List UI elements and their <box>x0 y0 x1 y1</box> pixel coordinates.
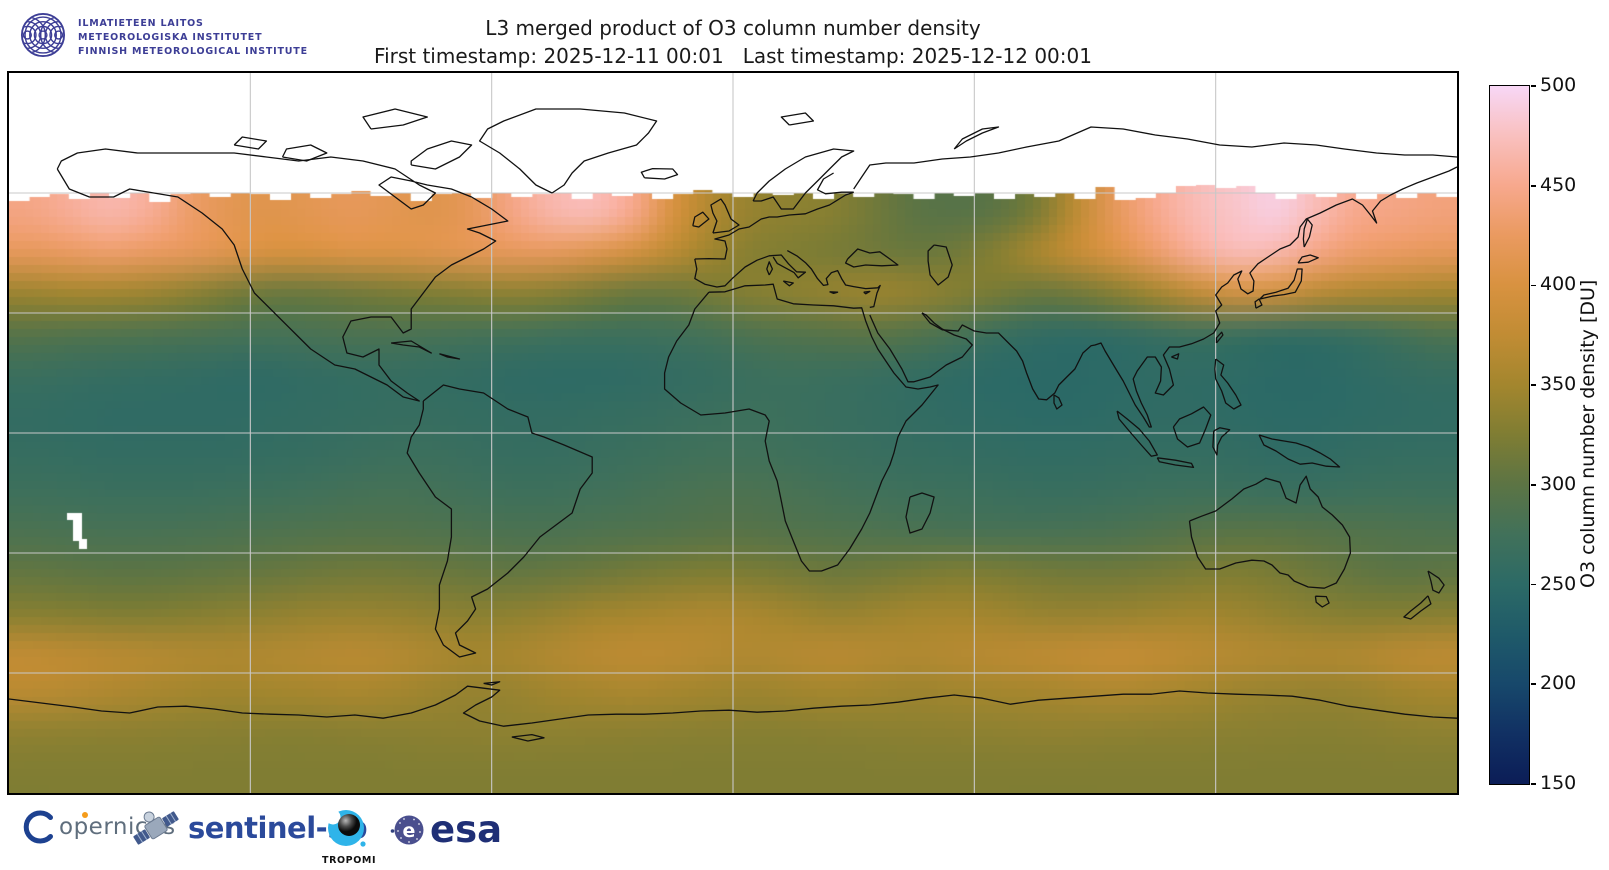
fmi-name-sv: METEOROLOGISKA INSTITUTET <box>78 31 263 43</box>
colorbar-tick <box>1531 184 1536 187</box>
copernicus-dot-icon <box>82 812 88 818</box>
colorbar-tick-label: 500 <box>1540 73 1577 96</box>
tropomi-label: TROPOMI <box>322 855 377 866</box>
colorbar-tick <box>1531 683 1536 686</box>
coastline <box>9 685 1457 727</box>
coastline <box>752 148 855 210</box>
tropomi-logo: TROPOMI <box>322 808 376 866</box>
svg-text:e: e <box>403 820 416 842</box>
coastline <box>233 136 268 150</box>
coastline <box>1212 427 1231 456</box>
coastline <box>281 144 328 162</box>
coastline <box>483 681 501 686</box>
coastline <box>921 166 1457 428</box>
coastline <box>1403 595 1432 620</box>
copernicus-c-icon <box>23 810 53 844</box>
colorbar-tick-label: 450 <box>1540 173 1577 196</box>
colorbar-tick <box>1531 384 1536 386</box>
coastline <box>390 340 432 354</box>
colorbar-tick <box>1531 484 1536 486</box>
coastline <box>782 280 794 287</box>
coastline <box>692 211 710 228</box>
page-title: L3 merged product of O3 column number de… <box>485 16 981 40</box>
coastline <box>710 198 740 234</box>
coastline <box>766 261 774 276</box>
coastline <box>362 108 428 130</box>
fmi-name-en: FINNISH METEOROLOGICAL INSTITUTE <box>78 45 308 57</box>
esa-label: esa <box>430 808 503 851</box>
colorbar-tick <box>1531 284 1536 287</box>
coastline <box>816 172 854 195</box>
coastline <box>829 291 839 295</box>
coastline <box>844 248 899 268</box>
coastline <box>953 126 1000 150</box>
coastline <box>786 250 881 309</box>
coastline <box>1254 298 1263 309</box>
coastline <box>694 254 807 288</box>
coastline <box>905 492 935 534</box>
colorbar: 500 450 400 350 300 250 200 150 <box>1489 74 1576 794</box>
coastline <box>863 290 871 295</box>
timestamp-subtitle: First timestamp: 2025-12-11 00:01 Last t… <box>374 44 1092 68</box>
coastline <box>927 244 953 286</box>
colorbar-tick <box>1531 583 1536 586</box>
colorbar-tick-label: 150 <box>1540 771 1577 794</box>
coastline <box>853 126 1457 190</box>
coastline <box>1297 254 1319 264</box>
coastline <box>439 353 461 360</box>
colorbar-axis-label: O3 column number density [DU] <box>1577 279 1599 589</box>
coastline <box>511 733 545 742</box>
coastline <box>1259 268 1303 300</box>
coastline <box>1053 394 1063 410</box>
coastline <box>1171 353 1180 360</box>
coastline <box>406 384 593 658</box>
o3-world-map <box>7 71 1459 795</box>
coastline <box>1215 331 1224 344</box>
coastline <box>56 148 509 402</box>
colorbar-tick-label: 300 <box>1540 472 1577 495</box>
satellite-icon <box>133 811 179 845</box>
coastline <box>1188 475 1352 589</box>
colorbar-tick-label: 250 <box>1540 572 1577 595</box>
coastline <box>869 312 973 383</box>
map-overlay <box>9 73 1457 793</box>
coastline <box>410 140 473 170</box>
colorbar-tick <box>1531 783 1536 785</box>
coastline <box>780 112 815 126</box>
coastline <box>1116 410 1158 457</box>
coastline <box>1172 406 1212 448</box>
esa-logo: e esa <box>390 808 502 851</box>
coastline <box>694 191 854 260</box>
coastline <box>1314 595 1330 608</box>
coastline <box>1156 457 1195 469</box>
coastline <box>1427 570 1445 594</box>
fmi-logo-text: ILMATIETEEN LAITOS METEOROLOGISKA INSTIT… <box>78 17 308 58</box>
colorbar-tick <box>1531 85 1536 87</box>
coastline <box>478 108 658 194</box>
esa-globe-icon: e <box>390 815 424 844</box>
fmi-logo-icon <box>18 8 68 66</box>
coastline <box>663 283 939 572</box>
coastline <box>1258 434 1341 468</box>
colorbar-tick-label: 400 <box>1540 273 1577 296</box>
coastline <box>1214 358 1242 410</box>
colorbar-tick-label: 200 <box>1540 672 1577 695</box>
fmi-name-fi: ILMATIETEEN LAITOS <box>78 18 204 29</box>
footer-logos: opernicus sentinel-5p <box>0 798 900 868</box>
colorbar-tick-label: 350 <box>1540 373 1577 396</box>
coastline <box>1302 218 1313 248</box>
coastline <box>640 167 679 180</box>
tropomi-icon <box>325 809 366 847</box>
